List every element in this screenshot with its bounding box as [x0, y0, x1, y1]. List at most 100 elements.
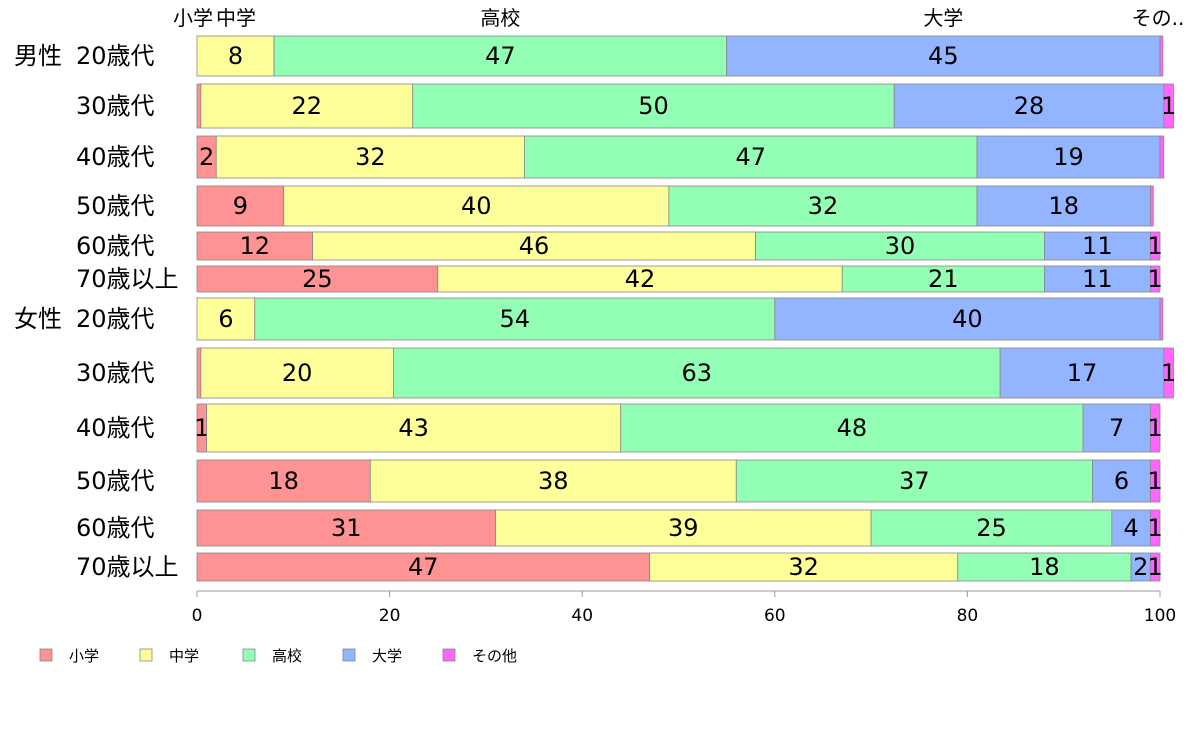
bar-segment: [200, 83, 414, 129]
bar-segment: [495, 509, 872, 547]
legend-swatch: [139, 648, 153, 662]
category-label: 20歳代: [76, 305, 155, 333]
bar-segment: [726, 35, 1161, 77]
bar-segment: [196, 552, 651, 582]
data-label: 54: [500, 305, 531, 333]
data-label: 25: [302, 265, 333, 293]
data-label: 1: [1148, 467, 1163, 495]
bar-segment: [893, 83, 1165, 129]
data-label: 9: [233, 192, 248, 220]
data-label: 12: [240, 232, 271, 260]
bar-segment: [1149, 509, 1161, 547]
data-label: 1: [1161, 92, 1176, 120]
top-category-label: その..: [1132, 6, 1185, 30]
bar-segment: [1163, 347, 1174, 399]
bar-segment: [200, 347, 394, 399]
data-label: 1: [1148, 514, 1163, 542]
bar-segment: [1149, 552, 1161, 582]
bar-segment: [312, 231, 756, 261]
data-label: 1: [1161, 359, 1176, 387]
bar-segment: [1044, 231, 1151, 261]
top-category-label: 高校: [480, 6, 520, 30]
data-label: 42: [625, 265, 656, 293]
bar-segment: [206, 403, 622, 453]
legend-label: その他: [472, 647, 517, 665]
data-label: 6: [1114, 467, 1129, 495]
data-label: 4: [1123, 514, 1138, 542]
bar-segment: [999, 347, 1165, 399]
data-label: 47: [485, 42, 516, 70]
bar-segment: [393, 347, 1001, 399]
data-label: 30: [885, 232, 916, 260]
data-label: 17: [1067, 359, 1098, 387]
x-tick-label: 0: [192, 606, 203, 626]
data-label: 1: [1148, 553, 1163, 581]
data-label: 2: [199, 143, 214, 171]
top-category-label: 小学: [173, 6, 213, 30]
data-label: 47: [735, 143, 766, 171]
data-label: 11: [1082, 265, 1113, 293]
data-label: 48: [837, 414, 868, 442]
data-label: 25: [976, 514, 1007, 542]
bar-segment: [196, 459, 371, 503]
data-label: 6: [218, 305, 233, 333]
bar-segment: [369, 459, 737, 503]
data-label: 22: [292, 92, 323, 120]
bar-segment: [215, 135, 525, 179]
bar-segment: [1149, 265, 1161, 293]
category-label: 40歳代: [76, 414, 155, 442]
data-label: 21: [928, 265, 959, 293]
bar-segment: [1163, 83, 1174, 129]
category-label: 60歳代: [76, 514, 155, 542]
bar-segment: [957, 552, 1132, 582]
x-tick-label: 40: [571, 606, 593, 626]
group-label: 男性: [14, 42, 62, 70]
category-label: 50歳代: [76, 192, 155, 220]
data-label: 47: [408, 553, 439, 581]
category-label: 30歳代: [76, 92, 155, 120]
bar-segment: [1159, 297, 1164, 341]
bar-segment: [254, 297, 776, 341]
bar-segment: [196, 509, 496, 547]
legend-label: 大学: [372, 647, 402, 665]
bar-segment: [196, 185, 285, 227]
bar-segment: [774, 297, 1161, 341]
category-label: 30歳代: [76, 359, 155, 387]
bar-segment: [870, 509, 1113, 547]
data-label: 18: [268, 467, 299, 495]
data-label: 38: [538, 467, 569, 495]
data-label: 31: [331, 514, 362, 542]
data-label: 18: [1048, 192, 1079, 220]
group-label: 女性: [14, 305, 62, 333]
data-label: 19: [1053, 143, 1084, 171]
data-label: 7: [1109, 414, 1124, 442]
data-label: 1: [1148, 414, 1163, 442]
data-label: 28: [1014, 92, 1045, 120]
x-tick-label: 100: [1144, 606, 1176, 626]
bar-segment: [668, 185, 978, 227]
data-label: 20: [282, 359, 313, 387]
data-label: 18: [1029, 553, 1060, 581]
bar-segment: [437, 265, 843, 293]
bar-segment: [1149, 231, 1161, 261]
category-label: 50歳代: [76, 467, 155, 495]
top-category-label: 大学: [923, 6, 963, 30]
data-label: 1: [1148, 265, 1163, 293]
bar-segment: [196, 231, 313, 261]
data-label: 1: [1148, 232, 1163, 260]
bar-segment: [841, 265, 1045, 293]
data-label: 32: [355, 143, 386, 171]
data-label: 46: [519, 232, 550, 260]
data-label: 43: [398, 414, 429, 442]
data-label: 45: [928, 42, 959, 70]
data-label: 1: [194, 414, 209, 442]
x-tick-label: 80: [957, 606, 979, 626]
bar-segment: [1159, 35, 1164, 77]
bar-segment: [283, 185, 670, 227]
top-category-label: 中学: [216, 6, 256, 30]
bar-segment: [976, 135, 1161, 179]
category-label: 40歳代: [76, 143, 155, 171]
legend-label: 高校: [272, 647, 302, 665]
bar-segment: [1092, 459, 1151, 503]
